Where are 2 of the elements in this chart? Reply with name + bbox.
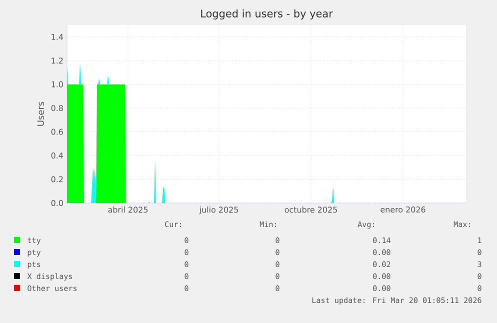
chart-title: Logged in users - by year	[201, 9, 333, 20]
y-axis-title: Users	[37, 102, 44, 126]
